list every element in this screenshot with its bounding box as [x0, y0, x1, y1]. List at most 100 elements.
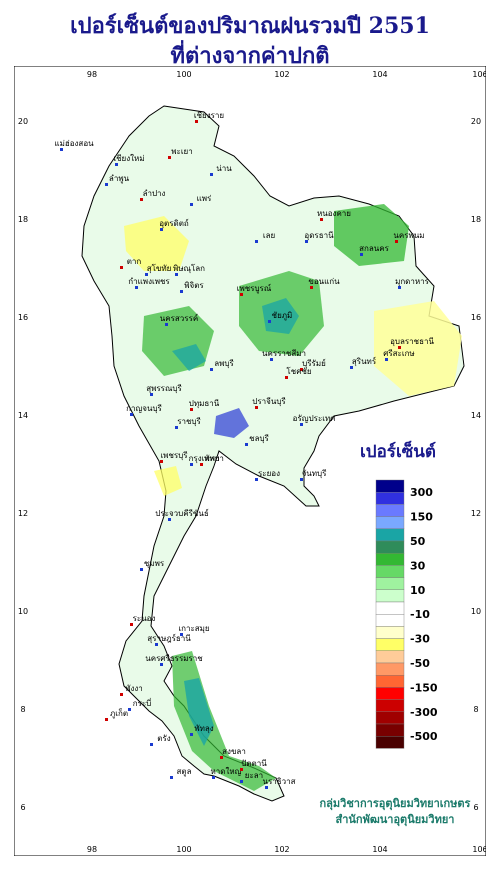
station-marker	[255, 240, 258, 243]
legend-swatch	[375, 650, 405, 664]
place-label: ชัยภูมิ	[272, 311, 293, 321]
station-marker	[115, 163, 118, 166]
station-marker	[105, 718, 108, 721]
legend-swatch	[375, 614, 405, 627]
legend-swatch	[375, 565, 405, 578]
station-marker	[175, 426, 178, 429]
legend-title: เปอร์เซ็นต์	[360, 442, 436, 462]
station-marker	[350, 366, 353, 369]
legend-swatch	[375, 577, 405, 591]
station-marker	[128, 708, 131, 711]
station-marker	[180, 290, 183, 293]
place-label: ภูเก็ต	[110, 708, 128, 719]
station-marker	[155, 643, 158, 646]
legend-label: -500	[410, 730, 438, 743]
y-axis-left: 20 18 16 14 12 10 8 6	[18, 117, 28, 812]
y-tick-label-left: 6	[20, 803, 25, 812]
place-label: สุรินทร์	[352, 356, 377, 366]
place-label: นครราชสีมา	[262, 349, 306, 358]
station-marker	[310, 286, 313, 289]
station-marker	[300, 368, 303, 371]
place-label: สกลนคร	[359, 244, 389, 253]
place-label: เชียงราย	[194, 111, 224, 120]
place-label: แม่ฮ่องสอน	[54, 139, 94, 148]
place-label: ชลบุรี	[249, 434, 269, 443]
place-label: จันทบุรี	[302, 469, 328, 478]
legend-swatch	[375, 601, 405, 615]
x-axis-bottom: 98 100 102 104 106	[87, 845, 486, 854]
station-marker	[168, 156, 171, 159]
place-label: น่าน	[216, 164, 232, 173]
station-marker	[398, 346, 401, 349]
rainfall-map: 98 100 102 104 106 98 100 102 104 106 2018161412…	[14, 66, 486, 856]
legend-swatch	[375, 492, 405, 505]
station-marker	[150, 393, 153, 396]
station-marker	[140, 198, 143, 201]
legend-label: 50	[410, 535, 426, 548]
station-marker	[190, 408, 193, 411]
station-marker	[270, 358, 273, 361]
green-patch-northeast	[334, 204, 409, 266]
place-label: ยะลา	[245, 771, 263, 780]
place-label: ขอนแก่น	[308, 277, 340, 286]
station-marker	[245, 443, 248, 446]
place-label: สงขลา	[222, 747, 246, 756]
place-label: สุโขทัย	[147, 263, 172, 273]
legend-swatch	[375, 479, 405, 493]
station-marker	[130, 413, 133, 416]
station-marker	[60, 148, 63, 151]
place-label: พิษณุโลก	[173, 263, 205, 273]
place-label: แพร่	[197, 194, 212, 203]
y-tick-label-right: 14	[471, 411, 481, 420]
legend-swatch	[375, 699, 405, 712]
y-tick-label-right: 16	[471, 313, 481, 322]
teal-patch-south	[184, 678, 214, 746]
legend-swatch	[375, 589, 405, 603]
place-label: เพชรบูรณ์	[237, 283, 272, 294]
place-label: กำแพงเพชร	[128, 277, 170, 286]
place-label: สตูล	[177, 767, 192, 777]
place-label: สุราษฎร์ธานี	[147, 633, 191, 643]
place-label: ระยอง	[258, 469, 280, 478]
station-marker	[285, 376, 288, 379]
legend-label: -300	[410, 706, 438, 719]
y-tick-label-left: 16	[18, 313, 28, 322]
x-tick-label-top: 98	[87, 70, 97, 79]
station-marker	[160, 663, 163, 666]
place-label: ปทุมธานี	[189, 399, 220, 408]
station-marker	[240, 293, 243, 296]
x-tick-label-bottom: 98	[87, 845, 97, 854]
station-marker	[195, 120, 198, 123]
place-label: นครสวรรค์	[160, 313, 198, 323]
station-marker	[140, 568, 143, 571]
legend-label: 150	[410, 511, 433, 524]
x-tick-label-bottom: 100	[176, 845, 191, 854]
station-marker	[210, 368, 213, 371]
place-label: นราธิวาส	[262, 777, 295, 786]
place-label: ลพบุรี	[214, 359, 234, 368]
station-marker	[305, 240, 308, 243]
station-marker	[255, 406, 258, 409]
place-label: ตาก	[127, 257, 142, 266]
station-marker	[150, 743, 153, 746]
station-marker	[170, 776, 173, 779]
yellow-patch-north	[124, 216, 189, 271]
station-marker	[300, 423, 303, 426]
place-label: อรัญประเทศ	[293, 414, 336, 423]
place-label: หนองคาย	[317, 209, 351, 218]
blue-patch-bangkok	[214, 408, 249, 438]
station-marker	[190, 733, 193, 736]
station-marker	[160, 460, 163, 463]
x-tick-label-bottom: 102	[274, 845, 289, 854]
credit-line2: สำนักพัฒนาอุตุนิยมวิทยา	[335, 813, 455, 826]
credit-line1: กลุ่มวิชาการอุตุนิยมวิทยาเกษตร	[319, 797, 471, 810]
station-marker	[255, 478, 258, 481]
station-marker	[120, 266, 123, 269]
legend-swatch	[375, 662, 405, 676]
station-marker	[240, 768, 243, 771]
station-marker	[200, 463, 203, 466]
place-label: ศรีสะเกษ	[383, 349, 414, 358]
place-label: ลำพูน	[109, 174, 130, 184]
legend-swatch	[375, 626, 405, 639]
